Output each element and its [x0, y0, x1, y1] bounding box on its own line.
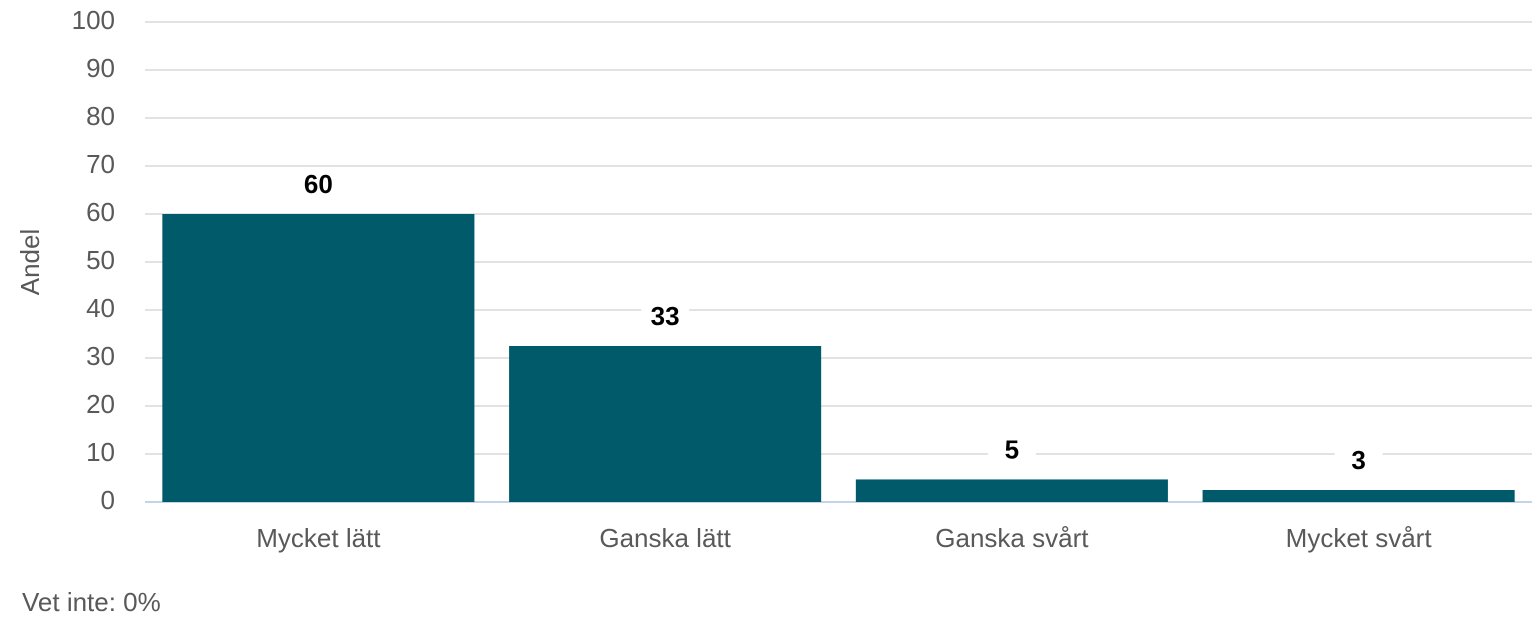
y-tick-label: 100: [72, 5, 115, 35]
bar: [855, 479, 1168, 502]
data-label: 60: [304, 169, 333, 199]
data-label-bg: [1334, 444, 1383, 480]
y-axis-label: Andel: [15, 229, 45, 296]
y-tick-label: 70: [86, 149, 115, 179]
x-tick-label: Ganska svårt: [935, 523, 1089, 553]
bar: [509, 346, 822, 502]
x-tick-label: Mycket svårt: [1286, 523, 1433, 553]
y-tick-label: 80: [86, 101, 115, 131]
y-tick-label: 10: [86, 437, 115, 467]
y-tick-label: 90: [86, 53, 115, 83]
x-tick-label: Mycket lätt: [256, 523, 381, 553]
y-tick-label: 20: [86, 389, 115, 419]
data-label-bg: [641, 300, 690, 336]
y-tick-label: 0: [101, 485, 115, 515]
x-tick-label: Ganska lätt: [599, 523, 731, 553]
y-tick-label: 40: [86, 293, 115, 323]
data-label-bg: [987, 433, 1036, 470]
data-label-bg: [294, 168, 343, 204]
data-label: 33: [651, 301, 680, 331]
bar: [162, 214, 475, 502]
footnote: Vet inte: 0%: [22, 587, 161, 617]
data-label: 3: [1351, 445, 1365, 475]
y-tick-label: 50: [86, 245, 115, 275]
y-tick-label: 60: [86, 197, 115, 227]
data-label: 5: [1005, 434, 1019, 464]
bar: [1202, 490, 1515, 502]
y-tick-label: 30: [86, 341, 115, 371]
